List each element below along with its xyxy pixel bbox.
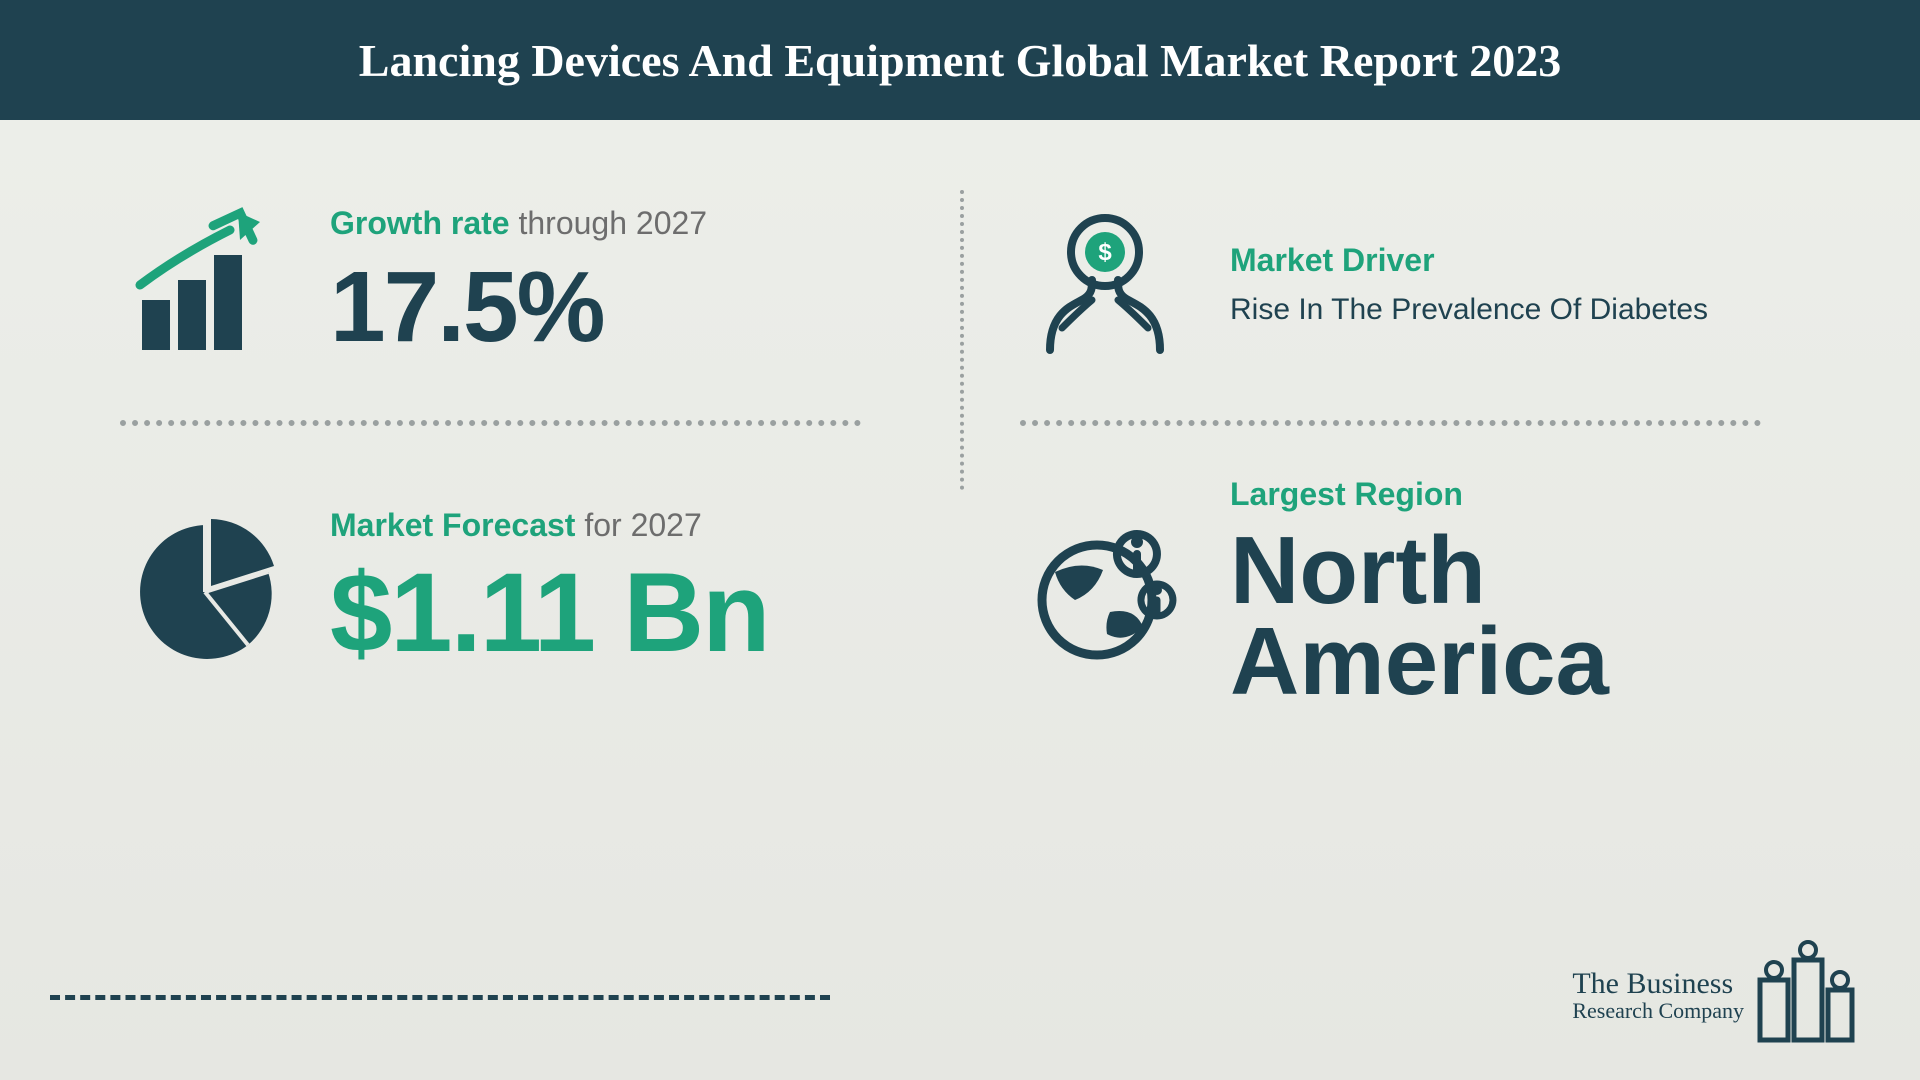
market-forecast-label-rest: for 2027	[584, 507, 701, 543]
hands-coin-icon: $	[1020, 200, 1190, 370]
brand-line2: Research Company	[1572, 999, 1744, 1022]
growth-rate-label: Growth rate through 2027	[330, 205, 900, 242]
h-dotted-divider-left	[120, 420, 861, 426]
growth-rate-value: 17.5%	[330, 250, 900, 365]
largest-region-cell: Largest Region NorthAmerica	[1020, 456, 1800, 747]
market-driver-body: Rise In The Prevalence Of Diabetes	[1230, 291, 1800, 329]
header-bar: Lancing Devices And Equipment Global Mar…	[0, 0, 1920, 120]
bottom-dashed-line	[50, 995, 830, 1000]
bar-arrow-icon	[120, 200, 290, 370]
market-forecast-value: $1.11 Bn	[330, 548, 900, 677]
buildings-icon	[1750, 940, 1860, 1050]
vertical-dotted-divider	[960, 190, 964, 490]
brand-footer: The Business Research Company	[1572, 940, 1860, 1050]
svg-text:$: $	[1098, 239, 1112, 266]
largest-region-label: Largest Region	[1230, 476, 1463, 512]
globe-pins-icon	[1020, 512, 1190, 672]
market-driver-label: Market Driver	[1230, 242, 1435, 278]
pie-icon	[120, 517, 290, 667]
market-forecast-cell: Market Forecast for 2027 $1.11 Bn	[120, 456, 900, 747]
growth-rate-label-strong: Growth rate	[330, 205, 510, 241]
content-area: Growth rate through 2027 17.5% $	[0, 120, 1920, 1080]
brand-text: The Business Research Company	[1572, 968, 1744, 1023]
market-driver-cell: $ Market Driver Rise In The Prevalence O…	[1020, 180, 1800, 410]
growth-rate-label-rest: through 2027	[518, 205, 707, 241]
h-dotted-divider-right	[1020, 420, 1761, 426]
brand-line1: The Business	[1572, 968, 1744, 1000]
market-forecast-label-strong: Market Forecast	[330, 507, 575, 543]
page-title: Lancing Devices And Equipment Global Mar…	[359, 34, 1561, 87]
market-forecast-label: Market Forecast for 2027	[330, 507, 900, 544]
growth-rate-cell: Growth rate through 2027 17.5%	[120, 180, 900, 410]
largest-region-value: NorthAmerica	[1230, 525, 1800, 707]
